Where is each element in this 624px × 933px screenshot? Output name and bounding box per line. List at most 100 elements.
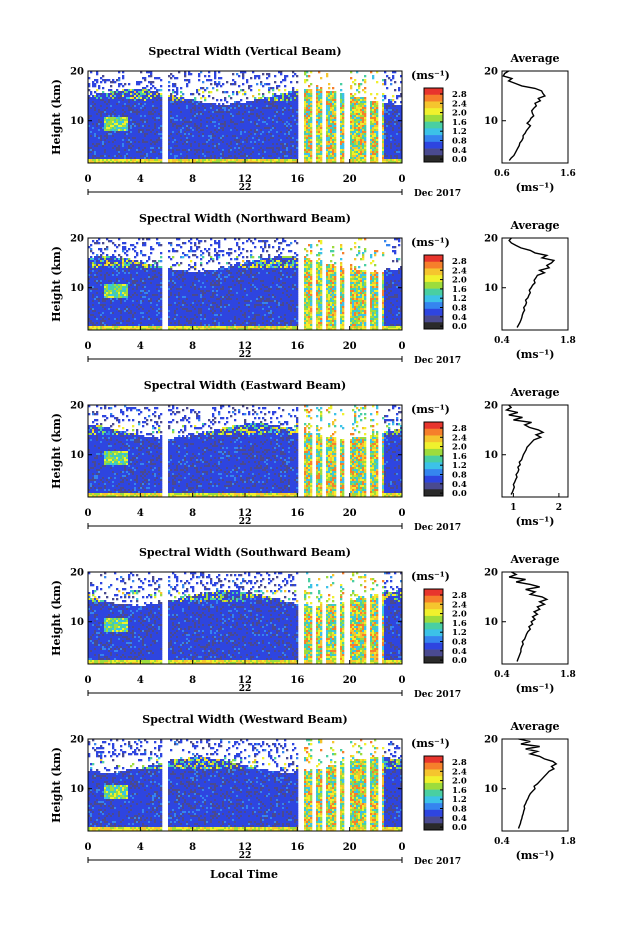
avg-x-tick-label: 1.8 bbox=[560, 837, 576, 847]
avg-y-tick-label: 10 bbox=[484, 116, 498, 127]
colorbar-tick-label: 0.0 bbox=[452, 155, 467, 165]
x-tick-label: 4 bbox=[137, 842, 144, 853]
colorbar-swatch bbox=[424, 796, 443, 803]
colorbar-swatch bbox=[424, 442, 443, 449]
y-tick-label: 20 bbox=[70, 234, 84, 245]
avg-y-tick-label: 20 bbox=[484, 568, 498, 579]
avg-x-tick-label: 0.6 bbox=[494, 169, 510, 179]
colorbar-swatch bbox=[424, 643, 443, 650]
colorbar-unit: (ms⁻¹) bbox=[411, 403, 450, 416]
heatmap bbox=[88, 572, 402, 664]
colorbar-tick-label: 0.0 bbox=[452, 823, 467, 833]
avg-x-tick-label: 1.8 bbox=[560, 336, 576, 346]
height-axis-label: Height (km) bbox=[50, 413, 63, 489]
day-label: 22 bbox=[239, 684, 252, 694]
colorbar-swatch bbox=[424, 449, 443, 456]
colorbar-swatch bbox=[424, 616, 443, 623]
day-label: 22 bbox=[239, 517, 252, 527]
x-tick-label: 8 bbox=[189, 174, 196, 185]
x-tick-label: 16 bbox=[290, 174, 304, 185]
average-xlabel: (ms⁻¹) bbox=[516, 682, 555, 695]
average-xlabel: (ms⁻¹) bbox=[516, 348, 555, 361]
x-tick-label: 4 bbox=[137, 675, 144, 686]
colorbar-swatch bbox=[424, 783, 443, 790]
date-label: Dec 2017 bbox=[414, 857, 461, 867]
colorbar-swatch bbox=[424, 289, 443, 296]
x-tick-label: 4 bbox=[137, 508, 144, 519]
colorbar-swatch bbox=[424, 268, 443, 275]
x-tick-label: 20 bbox=[343, 174, 357, 185]
average-title: Average bbox=[509, 720, 559, 733]
average-title: Average bbox=[509, 219, 559, 232]
y-tick-label: 20 bbox=[70, 401, 84, 412]
avg-x-tick-label: 1.6 bbox=[560, 169, 576, 179]
colorbar-swatch bbox=[424, 135, 443, 142]
panel-4: Spectral Width (Westward Beam)2010Height… bbox=[50, 713, 576, 867]
avg-y-tick-label: 20 bbox=[484, 234, 498, 245]
avg-x-tick-label: 2 bbox=[556, 503, 562, 513]
colorbar-unit: (ms⁻¹) bbox=[411, 737, 450, 750]
average-frame bbox=[502, 238, 568, 330]
colorbar-swatch bbox=[424, 763, 443, 770]
colorbar-unit: (ms⁻¹) bbox=[411, 69, 450, 82]
average-frame bbox=[502, 71, 568, 163]
x-tick-label: 0 bbox=[399, 341, 406, 352]
colorbar-swatch bbox=[424, 602, 443, 609]
panel-title: Spectral Width (Westward Beam) bbox=[142, 713, 347, 726]
panel-title: Spectral Width (Southward Beam) bbox=[139, 546, 351, 559]
colorbar-swatch bbox=[424, 282, 443, 289]
panel-title: Spectral Width (Northward Beam) bbox=[139, 212, 351, 225]
colorbar-swatch bbox=[424, 115, 443, 122]
x-tick-label: 0 bbox=[85, 174, 92, 185]
height-axis-label: Height (km) bbox=[50, 246, 63, 322]
x-tick-label: 4 bbox=[137, 174, 144, 185]
colorbar-swatch bbox=[424, 309, 443, 316]
colorbar-swatch bbox=[424, 456, 443, 463]
heatmap bbox=[88, 405, 402, 497]
colorbar-swatch bbox=[424, 275, 443, 282]
avg-y-tick-label: 20 bbox=[484, 735, 498, 746]
y-tick-label: 10 bbox=[70, 617, 84, 628]
heatmap bbox=[88, 238, 402, 330]
colorbar-swatch bbox=[424, 101, 443, 108]
avg-y-tick-label: 10 bbox=[484, 450, 498, 461]
height-axis-label: Height (km) bbox=[50, 747, 63, 823]
average-frame bbox=[502, 405, 568, 497]
colorbar-tick-label: 0.0 bbox=[452, 489, 467, 499]
y-tick-label: 10 bbox=[70, 116, 84, 127]
colorbar-swatch bbox=[424, 262, 443, 269]
height-axis-label: Height (km) bbox=[50, 79, 63, 155]
x-tick-label: 16 bbox=[290, 675, 304, 686]
colorbar-unit: (ms⁻¹) bbox=[411, 236, 450, 249]
colorbar-tick-label: 0.0 bbox=[452, 322, 467, 332]
avg-x-tick-label: 1.8 bbox=[560, 670, 576, 680]
y-tick-label: 10 bbox=[70, 450, 84, 461]
x-tick-label: 8 bbox=[189, 341, 196, 352]
colorbar-swatch bbox=[424, 462, 443, 469]
heatmap bbox=[88, 739, 402, 831]
colorbar-swatch bbox=[424, 95, 443, 102]
colorbar-swatch bbox=[424, 769, 443, 776]
avg-y-tick-label: 20 bbox=[484, 67, 498, 78]
date-label: Dec 2017 bbox=[414, 690, 461, 700]
colorbar-swatch bbox=[424, 636, 443, 643]
x-tick-label: 0 bbox=[399, 675, 406, 686]
x-tick-label: 20 bbox=[343, 341, 357, 352]
date-label: Dec 2017 bbox=[414, 523, 461, 533]
colorbar-swatch bbox=[424, 435, 443, 442]
colorbar-swatch bbox=[424, 803, 443, 810]
colorbar-swatch bbox=[424, 629, 443, 636]
day-label: 22 bbox=[239, 350, 252, 360]
x-tick-label: 0 bbox=[85, 842, 92, 853]
x-tick-label: 16 bbox=[290, 341, 304, 352]
x-tick-label: 0 bbox=[85, 508, 92, 519]
colorbar-swatch bbox=[424, 429, 443, 436]
x-tick-label: 16 bbox=[290, 508, 304, 519]
x-tick-label: 16 bbox=[290, 842, 304, 853]
average-title: Average bbox=[509, 386, 559, 399]
x-tick-label: 20 bbox=[343, 675, 357, 686]
local-time-label: Local Time bbox=[210, 868, 278, 881]
x-tick-label: 0 bbox=[399, 842, 406, 853]
y-tick-label: 20 bbox=[70, 735, 84, 746]
panel-2: Spectral Width (Eastward Beam)2010Height… bbox=[50, 379, 568, 533]
